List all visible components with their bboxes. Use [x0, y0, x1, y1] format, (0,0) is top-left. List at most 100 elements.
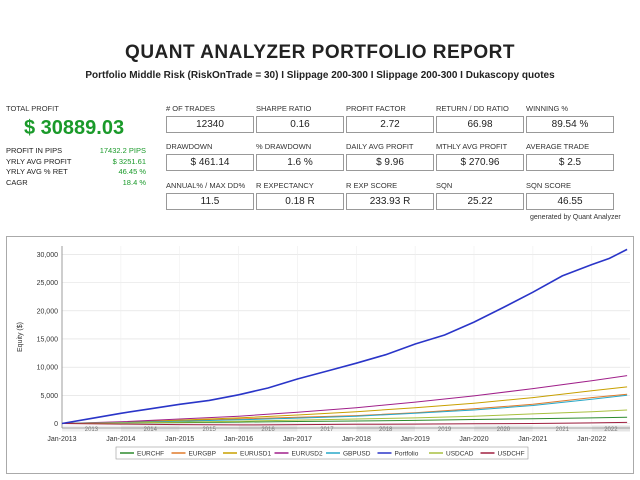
summary-row-value: 46.45 %	[118, 167, 146, 176]
stat-annual-maxdd: ANNUAL% / MAX DD% 11.5	[166, 181, 254, 210]
stat-value: 25.22	[436, 193, 524, 210]
year-stripe-label: 2020	[497, 427, 511, 433]
stat-label: SHARPE RATIO	[256, 104, 312, 113]
year-stripe-label: 2022	[604, 427, 618, 433]
y-tick-label: 25,000	[37, 280, 59, 287]
x-tick-label: Jan-2021	[518, 436, 547, 443]
x-tick-label: Jan-2016	[224, 436, 253, 443]
stat-average-trade: AVERAGE TRADE $ 2.5	[526, 142, 614, 171]
year-stripe-label: 2017	[320, 427, 334, 433]
year-stripe-label: 2019	[438, 427, 452, 433]
summary-row-label: YRLY AVG PROFIT	[6, 156, 72, 166]
report-title: QUANT ANALYZER PORTFOLIO REPORT	[125, 42, 515, 63]
y-tick-label: 15,000	[37, 336, 59, 343]
stat-value: 89.54 %	[526, 116, 614, 133]
legend-box	[115, 446, 529, 460]
stat-drawdown: DRAWDOWN $ 461.14	[166, 142, 254, 171]
legend-label: USDCHF	[498, 451, 525, 458]
year-stripe	[238, 425, 298, 432]
legend-label: EURUSD2	[292, 451, 323, 458]
y-tick-label: 30,000	[37, 252, 59, 259]
stat-sqn-score: SQN SCORE 46.55	[526, 181, 614, 210]
stat-daily-avg: DAILY AVG PROFIT $ 9.96	[346, 142, 434, 171]
stat-value: $ 2.5	[526, 154, 614, 171]
x-tick-label: Jan-2013	[47, 436, 76, 443]
year-stripe	[415, 425, 475, 432]
x-tick-label: Jan-2014	[106, 436, 135, 443]
stat-return-dd: RETURN / DD RATIO 66.98	[436, 104, 524, 133]
year-stripe-label: 2013	[85, 427, 99, 433]
year-stripe	[532, 425, 592, 432]
stat-value: 1.6 %	[256, 154, 344, 171]
stat-winning: WINNING % 89.54 %	[526, 104, 614, 133]
legend-label: EURCHF	[137, 451, 164, 458]
summary-row: PROFIT IN PIPS 17432.2 PIPS	[6, 146, 146, 157]
generated-by-note: generated by Quant Analyzer	[530, 214, 621, 221]
stat-label: WINNING %	[526, 104, 569, 113]
y-axis-label: Equity ($)	[17, 322, 24, 352]
total-profit-value: $ 30889.03	[24, 117, 125, 139]
summary-panel: TOTAL PROFIT $ 30889.03 PROFIT IN PIPS 1…	[6, 104, 146, 188]
stat-value: 0.18 R	[256, 193, 344, 210]
stat-label: SQN	[436, 181, 453, 190]
year-stripe	[474, 425, 533, 432]
stat-label: % DRAWDOWN	[256, 142, 312, 151]
stat-value: 233.93 R	[346, 193, 434, 210]
year-stripe-label: 2015	[202, 427, 216, 433]
year-stripe-label: 2014	[144, 427, 158, 433]
stat-label: DAILY AVG PROFIT	[346, 142, 414, 151]
year-stripe-label: 2021	[556, 427, 570, 433]
summary-row: CAGR 18.4 %	[6, 178, 146, 189]
x-tick-label: Jan-2017	[283, 436, 312, 443]
report-subtitle: Portfolio Middle Risk (RiskOnTrade = 30)…	[85, 70, 555, 81]
year-stripe-label: 2018	[379, 427, 393, 433]
stat-monthly-avg: MTHLY AVG PROFIT $ 270.96	[436, 142, 524, 171]
y-tick-label: 5,000	[40, 393, 58, 400]
legend-label: GBPUSD	[343, 451, 371, 458]
stat-value: $ 9.96	[346, 154, 434, 171]
stat-label: PROFIT FACTOR	[346, 104, 406, 113]
legend-label: USDCAD	[446, 451, 474, 458]
series-line-usdcad	[61, 409, 628, 424]
legend-label: EURUSD1	[240, 451, 271, 458]
stat-trades: # OF TRADES 12340	[166, 104, 254, 133]
year-stripe	[356, 425, 416, 432]
stat-sqn: SQN 25.22	[436, 181, 524, 210]
series-line-portfolio	[61, 248, 628, 425]
stat-value: $ 270.96	[436, 154, 524, 171]
stat-label: DRAWDOWN	[166, 142, 213, 151]
stat-label: SQN SCORE	[526, 181, 572, 190]
total-profit-label: TOTAL PROFIT	[6, 104, 59, 113]
summary-row-label: YRLY AVG % RET	[6, 167, 68, 176]
series-line-usdchf	[61, 421, 628, 426]
year-stripe-label: 2016	[261, 427, 275, 433]
stat-profit-factor: PROFIT FACTOR 2.72	[346, 104, 434, 133]
stat-label: R EXPECTANCY	[256, 181, 314, 190]
stat-value: 46.55	[526, 193, 614, 210]
stat-label: MTHLY AVG PROFIT	[436, 142, 508, 151]
year-stripe	[297, 425, 357, 432]
legend-label: EURGBP	[189, 451, 216, 458]
summary-row-value: 17432.2 PIPS	[99, 146, 146, 155]
stat-label: AVERAGE TRADE	[526, 142, 590, 151]
year-stripe	[591, 425, 630, 432]
summary-row-value: 18.4 %	[122, 177, 146, 187]
y-tick-label: 10,000	[37, 365, 59, 372]
summary-row: YRLY AVG PROFIT $ 3251.61	[6, 157, 146, 168]
year-stripe	[62, 425, 121, 432]
stat-value: 2.72	[346, 116, 434, 133]
x-tick-label: Jan-2019	[401, 436, 430, 443]
stat-label: # OF TRADES	[166, 104, 216, 113]
y-tick-label: 0	[54, 421, 58, 428]
x-tick-label: Jan-2018	[342, 436, 371, 443]
summary-row-label: PROFIT IN PIPS	[6, 146, 63, 155]
legend-label: Portfolio	[395, 451, 419, 458]
x-tick-label: Jan-2020	[459, 436, 488, 443]
summary-row-label: CAGR	[6, 177, 28, 187]
equity-chart-frame	[6, 236, 634, 474]
stat-value: 66.98	[436, 116, 524, 133]
stat-value: 0.16	[256, 116, 344, 133]
stat-r-expectancy: R EXPECTANCY 0.18 R	[256, 181, 344, 210]
stat-value: 11.5	[166, 193, 254, 210]
x-tick-label: Jan-2015	[165, 436, 194, 443]
